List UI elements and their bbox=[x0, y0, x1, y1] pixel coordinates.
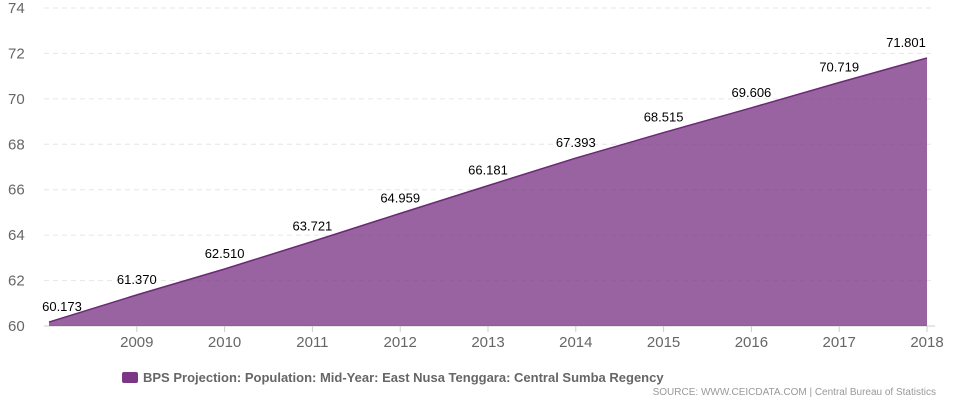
data-label-2017: 70.719 bbox=[819, 60, 859, 75]
data-label-2012: 64.959 bbox=[380, 190, 420, 205]
y-axis-labels: 60 62 64 66 68 70 72 74 bbox=[8, 0, 25, 335]
legend[interactable]: BPS Projection: Population: Mid-Year: Ea… bbox=[122, 368, 664, 386]
x-tick-label-2016: 2016 bbox=[735, 334, 768, 351]
x-tick-label-2009: 2009 bbox=[120, 334, 153, 351]
x-axis-labels: 2009 2010 2011 2012 2013 2014 2015 2016 2017 2018 bbox=[120, 326, 944, 351]
x-tick-label-2017: 2017 bbox=[823, 334, 856, 351]
y-tick-label-66: 66 bbox=[8, 182, 25, 199]
data-label-2018: 71.801 bbox=[886, 35, 926, 50]
data-label-2010: 62.510 bbox=[205, 246, 245, 261]
y-tick-label-74: 74 bbox=[8, 0, 25, 17]
x-tick-label-2010: 2010 bbox=[208, 334, 241, 351]
x-tick-label-2012: 2012 bbox=[384, 334, 417, 351]
y-tick-label-62: 62 bbox=[8, 273, 25, 290]
area-fill bbox=[49, 57, 927, 326]
x-tick-label-2015: 2015 bbox=[647, 334, 680, 351]
data-label-2014: 67.393 bbox=[556, 135, 596, 150]
legend-swatch bbox=[122, 371, 138, 383]
y-tick-label-68: 68 bbox=[8, 136, 25, 153]
data-label-2009: 61.370 bbox=[117, 272, 157, 287]
y-tick-label-70: 70 bbox=[8, 91, 25, 108]
source-note: SOURCE: WWW.CEICDATA.COM | Central Burea… bbox=[652, 387, 936, 398]
x-tick-label-2014: 2014 bbox=[559, 334, 592, 351]
data-labels: 60.173 61.370 62.510 63.721 64.959 66.181 67.3… bbox=[42, 35, 926, 314]
y-tick-label-72: 72 bbox=[8, 45, 25, 62]
legend-label: BPS Projection: Population: Mid-Year: Ea… bbox=[143, 369, 664, 385]
data-label-2015: 68.515 bbox=[644, 110, 684, 125]
y-tick-label-60: 60 bbox=[8, 318, 25, 335]
area-series bbox=[48, 57, 928, 326]
data-label-2013: 66.181 bbox=[468, 163, 508, 178]
data-label-2008: 60.173 bbox=[42, 299, 82, 314]
x-tick-label-2011: 2011 bbox=[296, 334, 328, 351]
data-label-2011: 63.721 bbox=[293, 218, 333, 233]
x-tick-label-2013: 2013 bbox=[471, 334, 504, 351]
y-tick-label-64: 64 bbox=[8, 227, 25, 244]
data-label-2016: 69.606 bbox=[732, 85, 772, 100]
x-tick-label-2018: 2018 bbox=[910, 334, 943, 351]
series-line bbox=[48, 57, 928, 323]
